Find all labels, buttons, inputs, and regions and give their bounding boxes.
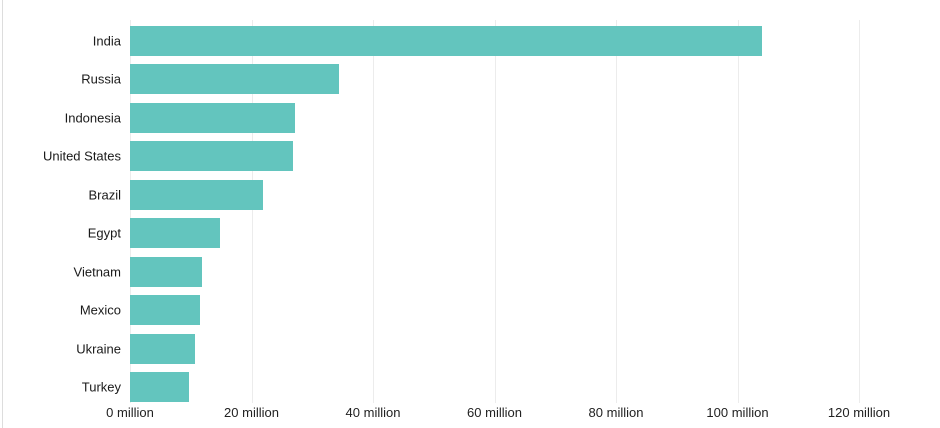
x-tick-label: 60 million [467, 405, 522, 420]
chart-row: India [0, 26, 940, 56]
gridline-0 [130, 20, 131, 403]
category-label: Indonesia [64, 110, 121, 126]
category-label: Egypt [87, 225, 121, 241]
bar-vietnam [130, 256, 203, 287]
bar-indonesia [130, 102, 296, 133]
gridline-80 [616, 20, 617, 403]
category-label: Brazil [88, 187, 121, 203]
category-label: Turkey [81, 379, 121, 395]
category-label: United States [42, 148, 121, 164]
x-tick-label: 120 million [827, 405, 891, 420]
bar-united-states [130, 141, 293, 172]
x-tick-label: 100 million [706, 405, 769, 420]
chart-row: Brazil [0, 179, 940, 210]
gridline-120 [859, 20, 860, 403]
chart-row: Mexico [0, 295, 940, 326]
gridline-60 [494, 20, 496, 403]
chart-row: Egypt [0, 218, 940, 249]
x-tick-label: 0 million [106, 405, 154, 420]
bar-egypt [130, 218, 220, 249]
chart-row: Russia [0, 64, 940, 95]
bar-ukraine [130, 333, 195, 364]
chart-row: United States [0, 141, 940, 172]
x-tick-label: 40 million [345, 405, 401, 420]
category-label: Russia [81, 71, 121, 87]
gridline-20 [251, 20, 253, 403]
chart-row: Vietnam [0, 256, 940, 287]
category-label: Vietnam [73, 264, 121, 280]
gridline-40 [373, 20, 374, 403]
x-tick-label: 20 million [224, 405, 279, 420]
chart-row: Ukraine [0, 333, 940, 364]
bar-brazil [130, 179, 264, 210]
bar-russia [130, 64, 339, 95]
bar-mexico [130, 295, 200, 326]
x-tick-label: 80 million [588, 405, 644, 420]
bar-turkey [130, 372, 189, 403]
bar-india [130, 26, 762, 56]
category-label: India [92, 33, 121, 49]
window-left-border [2, 0, 3, 428]
category-label: Mexico [79, 302, 121, 318]
chart-row: Turkey [0, 372, 940, 403]
chart-row: Indonesia [0, 102, 940, 133]
category-label: Ukraine [76, 341, 121, 357]
gridline-100 [737, 20, 739, 403]
